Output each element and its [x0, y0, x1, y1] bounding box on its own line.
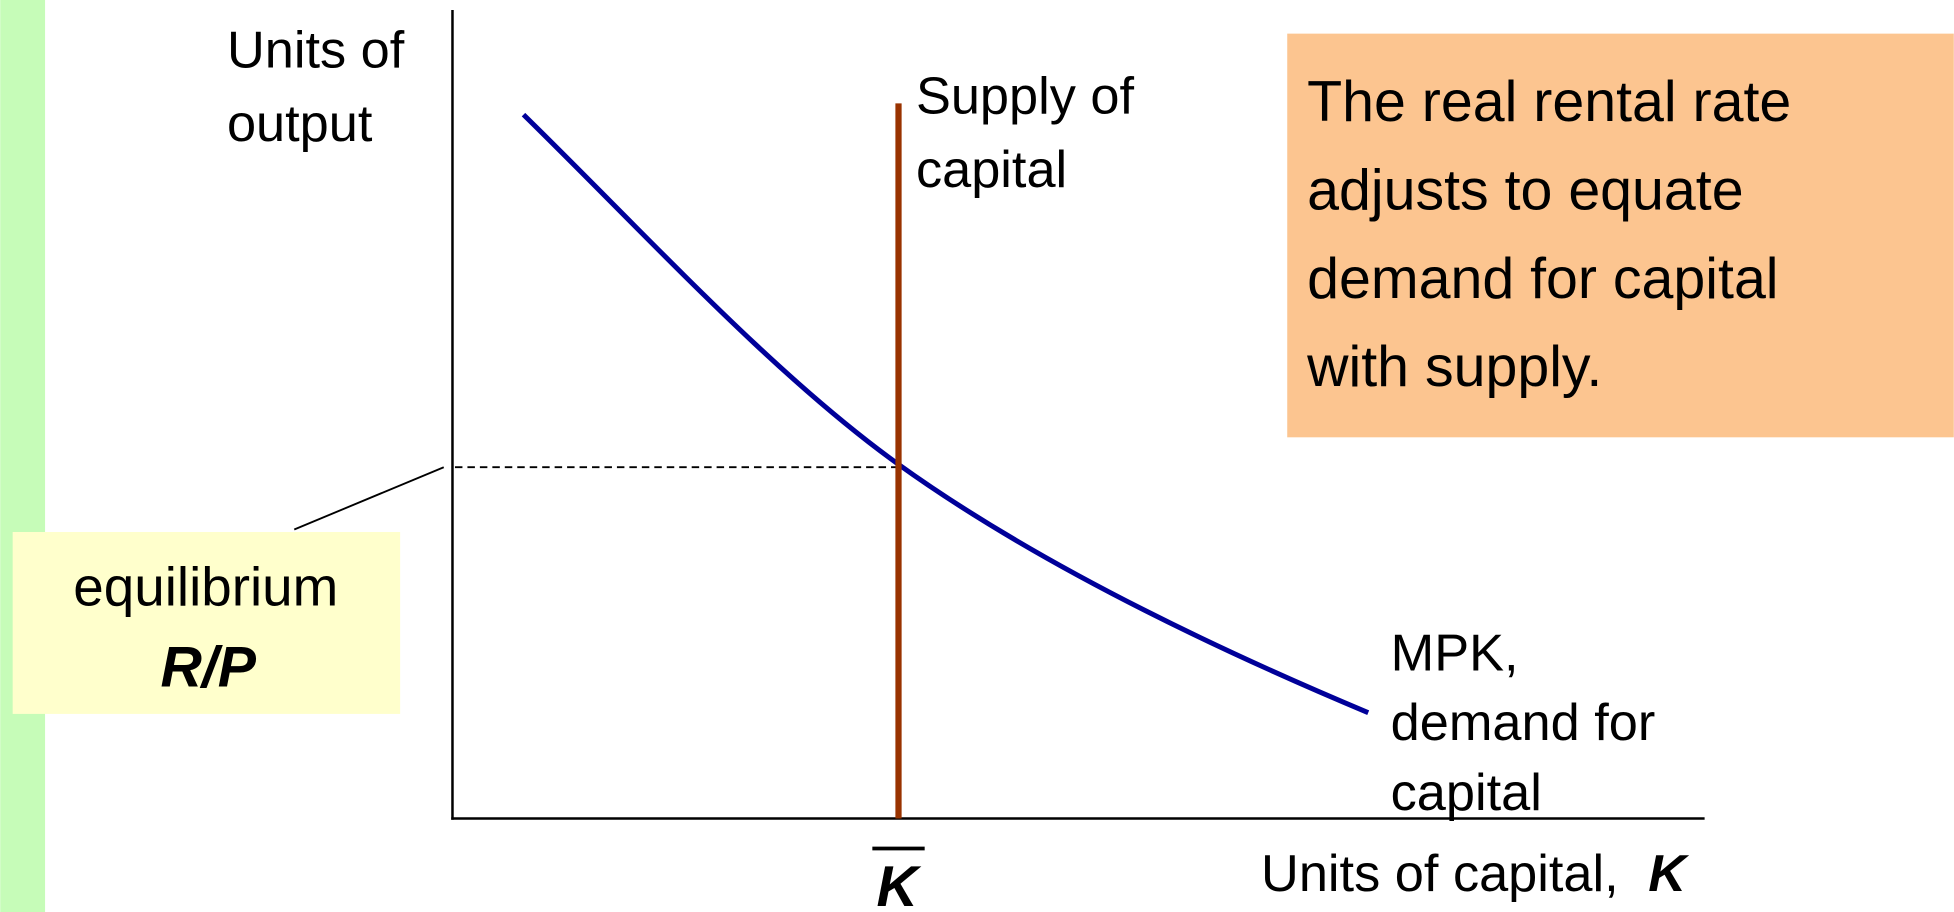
- k-bar-label: K: [877, 855, 922, 912]
- label-line: demand for: [1391, 694, 1656, 752]
- demand-label: MPK, demand for capital: [1391, 624, 1670, 822]
- supply-label: Supply of capital: [916, 67, 1149, 199]
- y-axis-label: Units of output: [227, 21, 419, 153]
- label-line: capital: [916, 141, 1067, 199]
- callout-box: [1287, 33, 1954, 438]
- label-line: Units of: [227, 21, 405, 79]
- label-line: capital: [1391, 764, 1542, 822]
- x-axis-text: Units of capital,: [1261, 845, 1619, 903]
- x-axis-symbol: K: [1648, 845, 1689, 903]
- callout-line: adjusts to equate: [1307, 158, 1743, 222]
- label-line: MPK,: [1391, 624, 1519, 682]
- demand-curve: [521, 112, 1370, 715]
- callout-pointer: [293, 466, 445, 531]
- x-axis-label: Units of capital, K: [1261, 845, 1689, 903]
- equilibrium-label: equilibrium: [73, 556, 338, 618]
- callout-line: with supply.: [1306, 335, 1602, 399]
- callout-text: The real rental rate adjusts to equate d…: [1306, 70, 1807, 399]
- equilibrium-box: [12, 532, 401, 714]
- label-line: output: [227, 95, 373, 153]
- side-strip: [0, 0, 46, 912]
- label-line: Supply of: [916, 67, 1135, 125]
- callout-line: The real rental rate: [1307, 70, 1791, 134]
- callout-line: demand for capital: [1307, 247, 1778, 311]
- equilibrium-symbol: R/P: [161, 635, 257, 699]
